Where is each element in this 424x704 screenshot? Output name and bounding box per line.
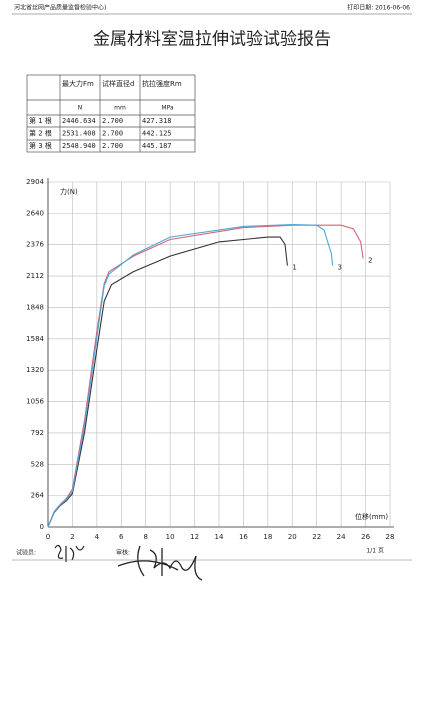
table-cell: 2.700 xyxy=(102,130,123,138)
column-unit: MPa xyxy=(161,105,174,112)
y-tick-label: 1056 xyxy=(26,398,44,406)
reviewer-signature xyxy=(117,545,203,581)
row-label: 第 2 根 xyxy=(29,129,52,138)
table-border xyxy=(26,74,196,153)
curve xyxy=(47,236,288,528)
y-tick-label: 1848 xyxy=(26,303,44,311)
column-unit: N xyxy=(78,105,83,112)
y-tick-label: 2904 xyxy=(26,178,44,186)
y-tick-label: 1584 xyxy=(26,335,44,343)
column-unit: mm xyxy=(114,105,126,112)
x-tick-label: 16 xyxy=(239,533,248,541)
y-tick-label: 528 xyxy=(31,460,44,468)
x-tick-label: 10 xyxy=(166,533,175,541)
y-tick-label: 2376 xyxy=(26,241,44,249)
x-tick-label: 24 xyxy=(337,533,346,541)
curve-label: 3 xyxy=(338,264,342,272)
curve xyxy=(47,224,334,528)
title: 金属材料室温拉伸试验试验报告 xyxy=(93,30,331,50)
column-header: 最大力Fm xyxy=(62,79,94,88)
org: 河北省丝网产品质量监督检验中心) xyxy=(14,4,106,12)
table-cell: 2.700 xyxy=(102,142,123,150)
x-tick-label: 22 xyxy=(312,533,321,541)
chart: 0264528792105613201584184821122376264029… xyxy=(26,178,394,541)
print-date: 打印日期: 2016-06-06 xyxy=(347,4,410,12)
table-cell: 2446.634 xyxy=(62,117,96,125)
x-tick-label: 20 xyxy=(288,533,297,541)
row-label: 第 1 根 xyxy=(29,116,52,125)
curve-label: 2 xyxy=(368,257,372,265)
x-tick-label: 26 xyxy=(361,533,370,541)
curve xyxy=(47,224,364,528)
y-tick-label: 2112 xyxy=(26,272,44,280)
y-tick-label: 792 xyxy=(31,429,44,437)
x-tick-label: 6 xyxy=(119,533,124,541)
x-tick-label: 0 xyxy=(46,533,50,541)
table-cell: 442.125 xyxy=(142,130,172,138)
curve-label: 1 xyxy=(292,264,296,272)
x-tick-label: 14 xyxy=(215,533,224,541)
column-header: 抗拉强度Rm xyxy=(142,79,182,88)
x-tick-label: 2 xyxy=(70,533,74,541)
table-cell: 445.187 xyxy=(142,142,172,150)
x-tick-label: 4 xyxy=(95,533,100,541)
table-cell: 2548.940 xyxy=(62,142,96,150)
x-axis-label: 位移(mm) xyxy=(355,512,388,521)
y-tick-label: 0 xyxy=(40,523,44,531)
x-tick-label: 28 xyxy=(386,533,395,541)
reviewer: 审核: xyxy=(116,549,130,557)
table: 最大力Fm N 试样直径d mm 抗拉强度Rm MPa 第 1 根 2446.634 2.700… xyxy=(26,74,196,153)
column-header: 试样直径d xyxy=(102,79,134,88)
y-axis-label: 力(N) xyxy=(60,187,78,196)
page-number: 1/1 页 xyxy=(366,548,384,555)
tester: 试验员: xyxy=(16,549,36,557)
y-tick-label: 264 xyxy=(31,492,45,500)
table-cell: 427.318 xyxy=(142,117,172,125)
table-cell: 2531.408 xyxy=(62,130,96,138)
tester-signature xyxy=(54,544,85,562)
y-tick-label: 1320 xyxy=(26,366,44,374)
table-cell: 2.700 xyxy=(102,117,123,125)
y-tick-label: 2640 xyxy=(26,209,44,217)
x-tick-label: 8 xyxy=(143,533,147,541)
x-tick-label: 12 xyxy=(190,533,199,541)
row-label: 第 3 根 xyxy=(29,141,52,150)
x-tick-label: 18 xyxy=(263,533,272,541)
